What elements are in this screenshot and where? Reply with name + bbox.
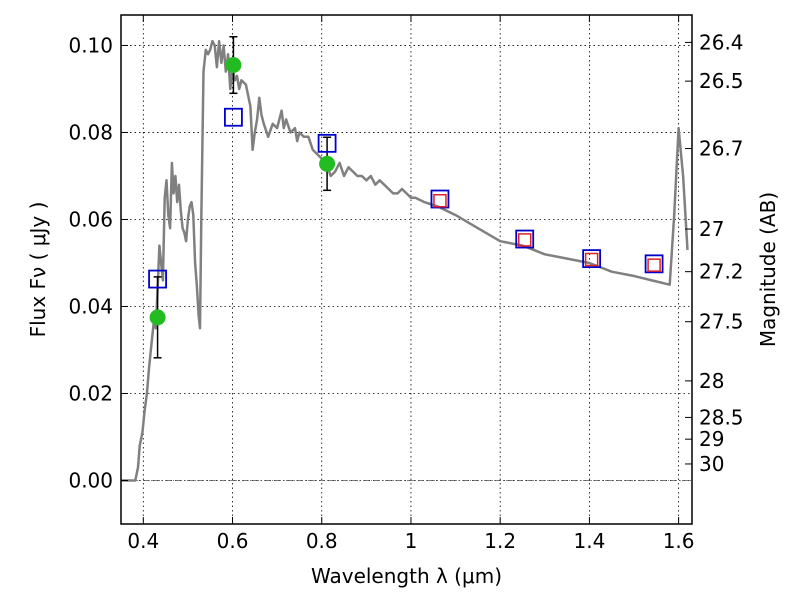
- y-tick-label: 0.10: [68, 33, 113, 57]
- model-flux-square: [148, 269, 167, 289]
- y-tick-label: 0.02: [68, 381, 113, 405]
- y-tick-label: 0.04: [68, 294, 113, 318]
- model-flux-square: [224, 107, 243, 127]
- model-flux-square-inner: [433, 194, 447, 208]
- x-tick-label: 1: [405, 529, 418, 553]
- y2-tick-label: 30: [699, 452, 724, 476]
- x-axis-label: Wavelength λ (μm): [311, 564, 502, 588]
- x-tick-label: 0.4: [127, 529, 159, 553]
- observed-flux-point: [149, 309, 166, 326]
- y2-tick-label: 27.2: [699, 260, 744, 284]
- y2-tick-label: 29: [699, 427, 724, 451]
- y2-tick-label: 28: [699, 369, 724, 393]
- x-tick-label: 0.6: [217, 529, 249, 553]
- x-tick-label: 1.2: [484, 529, 516, 553]
- x-tick-label: 1.4: [573, 529, 605, 553]
- model-flux-square: [582, 249, 602, 269]
- y2-tick-label: 26.7: [699, 137, 744, 161]
- model-flux-square-inner: [517, 233, 532, 247]
- y2-tick-label: 27: [699, 217, 724, 241]
- y2-tick-label: 27.5: [699, 310, 744, 334]
- series-layer: [121, 36, 689, 482]
- y-axis-label: Flux Fν ( μJy ): [26, 202, 50, 338]
- y-tick-label: 0.08: [68, 120, 113, 144]
- y-tick-label: 0.06: [68, 207, 113, 231]
- x-tick-label: 1.6: [663, 529, 695, 553]
- model-flux-square: [430, 189, 450, 209]
- y-tick-label: 0.00: [68, 468, 113, 492]
- y2-tick-label: 26.4: [699, 30, 744, 54]
- plot-frame: [120, 14, 693, 525]
- y2-tick-label: 26.5: [699, 69, 744, 93]
- y2-axis-label: Magnitude (AB): [756, 192, 780, 347]
- grid-layer: [121, 15, 692, 524]
- y2-tick-label: 28.5: [699, 405, 744, 429]
- observed-flux-point: [225, 57, 242, 74]
- model-flux-square-inner: [584, 252, 599, 267]
- model-flux-square: [515, 229, 535, 249]
- sed-template-line: [121, 39, 689, 482]
- model-flux-square: [317, 133, 337, 153]
- observed-flux-point: [319, 155, 336, 172]
- tick-layer: 0.4 0.6 0.8 1 1.2 1.4 1.6 0.00 0.02 0.04 0.06 0.08 0…: [68, 15, 744, 553]
- model-flux-square-inner: [647, 258, 661, 272]
- x-tick-label: 0.8: [306, 529, 338, 553]
- model-flux-square: [644, 254, 664, 274]
